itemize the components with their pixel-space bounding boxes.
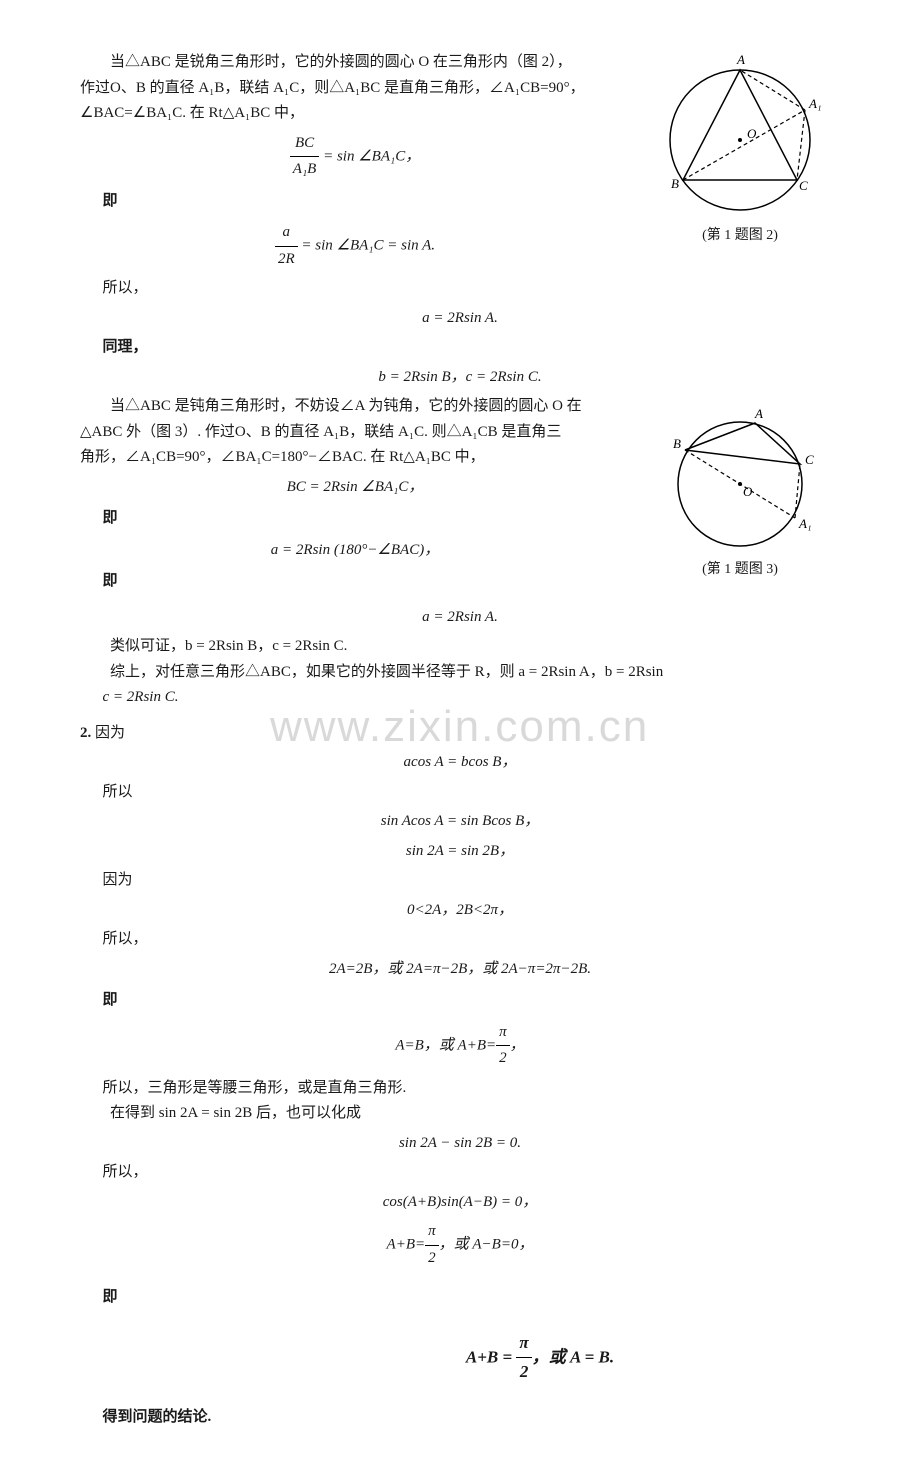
s2-eq9d: 2 bbox=[425, 1246, 439, 1272]
s2-eq2: sin Acos A = sin Bcos B， bbox=[80, 809, 840, 835]
s2-eq10: A+B = π2，或 A = B. bbox=[80, 1329, 840, 1388]
s2-p3: 得到问题的结论. bbox=[103, 1405, 841, 1431]
eq4: b = 2Rsin B，c = 2Rsin C. bbox=[80, 365, 840, 391]
p8a: 综上，对任意三角形△ABC，如果它的外接圆半径等于 R，则 a = 2Rsin … bbox=[80, 660, 840, 686]
s2-ji1: 即 bbox=[103, 988, 841, 1014]
eq1-num: BC bbox=[290, 131, 320, 158]
fig3-caption: (第 1 题图 3) bbox=[640, 558, 840, 582]
p6: 角形，∠A₁CB=90°，∠BA₁C=180°−∠BAC. 在 Rt△A₁BC … bbox=[80, 445, 630, 471]
fig3-svg: A B C A₁ O bbox=[655, 394, 825, 554]
s2-ji2: 即 bbox=[103, 1285, 841, 1311]
p7: 类似可证，b = 2Rsin B，c = 2Rsin C. bbox=[80, 634, 840, 660]
s2-eq6b: ， bbox=[510, 1037, 525, 1053]
tongli: 同理， bbox=[103, 335, 841, 361]
figure-3: A B C A₁ O (第 1 题图 3) bbox=[640, 394, 840, 582]
fig2-A1: A₁ bbox=[808, 96, 821, 111]
fig2-O: O bbox=[747, 126, 757, 141]
ji1: 即 bbox=[103, 189, 631, 215]
s2-eq6a: A=B，或 A+B= bbox=[395, 1037, 496, 1053]
yinwei1: 因为 bbox=[95, 725, 125, 741]
fig2-C: C bbox=[799, 178, 808, 193]
fig2-svg: A A₁ B C O bbox=[655, 50, 825, 220]
fig3-A: A bbox=[754, 406, 763, 421]
s2-eq8: cos(A+B)sin(A−B) = 0， bbox=[80, 1190, 840, 1216]
fig3-A1: A₁ bbox=[798, 516, 811, 531]
eq2-num: a bbox=[275, 220, 298, 247]
eq2: a2R = sin ∠BA₁C = sin A. bbox=[80, 220, 630, 272]
s2-eq6n: π bbox=[496, 1020, 510, 1047]
s2-eq9: A+B=π2，或 A−B=0， bbox=[80, 1219, 840, 1271]
p4: 当△ABC 是钝角三角形时，不妨设∠A 为钝角，它的外接圆的圆心 O 在 bbox=[80, 394, 630, 420]
eq2-rhs: = sin ∠BA₁C = sin A. bbox=[301, 237, 435, 253]
figure-2: A A₁ B C O (第 1 题图 2) bbox=[640, 50, 840, 248]
p3: ∠BAC=∠BA₁C. 在 Rt△A₁BC 中， bbox=[80, 101, 630, 127]
s2-eq7: sin 2A − sin 2B = 0. bbox=[80, 1131, 840, 1157]
fig2-B: B bbox=[671, 176, 679, 191]
eq5: BC = 2Rsin ∠BA₁C， bbox=[80, 475, 630, 501]
eq6: a = 2Rsin (180°−∠BAC)， bbox=[80, 538, 630, 564]
p8b: c = 2Rsin C. bbox=[103, 685, 841, 711]
fig3-O: O bbox=[743, 484, 753, 499]
s2-eq10a: A+B = bbox=[466, 1347, 517, 1366]
block-fig2: 当△ABC 是锐角三角形时，它的外接圆的圆心 O 在三角形内（图 2）， 作过O… bbox=[80, 50, 840, 276]
s2-eq6d: 2 bbox=[496, 1046, 510, 1072]
s2-suoyi1: 所以 bbox=[103, 780, 841, 806]
eq3: a = 2Rsin A. bbox=[80, 306, 840, 332]
s2-eq1: acos A = bcos B， bbox=[80, 750, 840, 776]
s2-eq5: 2A=2B，或 2A=π−2B，或 2A−π=2π−2B. bbox=[80, 957, 840, 983]
suoyi1: 所以， bbox=[103, 276, 841, 302]
fig3-B: B bbox=[673, 436, 681, 451]
s2-eq6: A=B，或 A+B=π2， bbox=[80, 1020, 840, 1072]
eq1-den: A₁B bbox=[290, 157, 320, 183]
ji3: 即 bbox=[103, 569, 631, 595]
s2-eq10d: 2 bbox=[516, 1358, 531, 1387]
s2-yinwei2: 因为 bbox=[103, 868, 841, 894]
s2-eq9a: A+B= bbox=[387, 1236, 426, 1252]
p5: △ABC 外（图 3）. 作过O、B 的直径 A₁B，联结 A₁C. 则△A₁C… bbox=[80, 420, 630, 446]
eq1-rhs: = sin ∠BA₁C， bbox=[323, 148, 420, 164]
s2-eq10b: ，或 A = B. bbox=[532, 1347, 614, 1366]
fig3-C: C bbox=[805, 452, 814, 467]
s2-eq9n: π bbox=[425, 1219, 439, 1246]
s2-eq9b: ，或 A−B=0， bbox=[439, 1236, 534, 1252]
eq7: a = 2Rsin A. bbox=[80, 605, 840, 631]
text-col-1: 当△ABC 是锐角三角形时，它的外接圆的圆心 O 在三角形内（图 2）， 作过O… bbox=[80, 50, 630, 276]
p2: 作过O、B 的直径 A₁B，联结 A₁C，则△A₁BC 是直角三角形，∠A₁CB… bbox=[80, 76, 630, 102]
fig2-caption: (第 1 题图 2) bbox=[640, 224, 840, 248]
s2-p2: 在得到 sin 2A = sin 2B 后，也可以化成 bbox=[80, 1101, 840, 1127]
s2-eq10n: π bbox=[516, 1329, 531, 1359]
s2-eq3: sin 2A = sin 2B， bbox=[80, 839, 840, 865]
s2-p1: 所以，三角形是等腰三角形，或是直角三角形. bbox=[103, 1076, 841, 1102]
eq1: BCA₁B = sin ∠BA₁C， bbox=[80, 131, 630, 183]
problem-2: 2. 因为 bbox=[80, 721, 840, 747]
block-fig3: 当△ABC 是钝角三角形时，不妨设∠A 为钝角，它的外接圆的圆心 O 在 △AB… bbox=[80, 394, 840, 601]
page: www.zixin.com.cn 当△ABC 是锐角三角形时，它的外接圆的圆心 … bbox=[80, 50, 840, 1431]
ji2: 即 bbox=[103, 506, 631, 532]
p2-label: 2. bbox=[80, 725, 91, 741]
p1: 当△ABC 是锐角三角形时，它的外接圆的圆心 O 在三角形内（图 2）， bbox=[80, 50, 630, 76]
s2-suoyi2: 所以， bbox=[103, 927, 841, 953]
fig2-A: A bbox=[736, 52, 745, 67]
eq2-den: 2R bbox=[275, 247, 298, 273]
s2-suoyi3: 所以， bbox=[103, 1160, 841, 1186]
text-col-2: 当△ABC 是钝角三角形时，不妨设∠A 为钝角，它的外接圆的圆心 O 在 △AB… bbox=[80, 394, 630, 601]
s2-eq4: 0<2A，2B<2π， bbox=[80, 898, 840, 924]
